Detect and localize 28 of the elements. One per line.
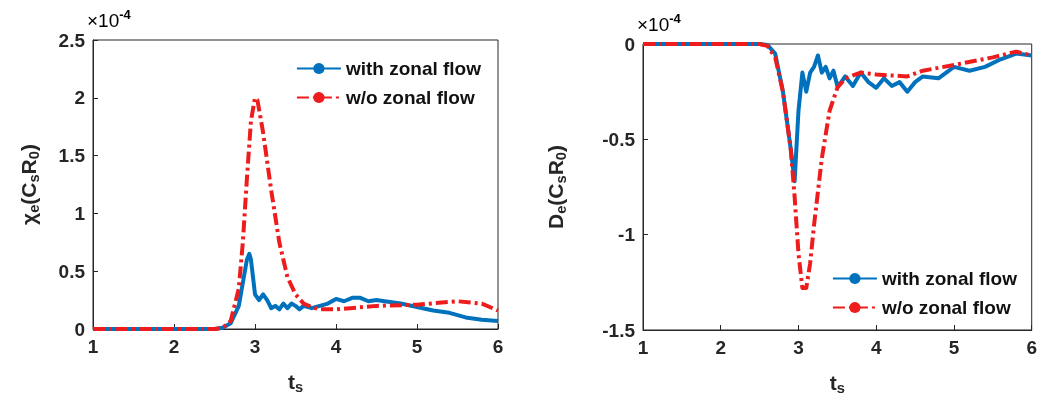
y-tick-label: 1.5: [58, 145, 86, 167]
y-tick-label: 2: [74, 87, 85, 109]
y-tick-label: -1: [618, 224, 636, 246]
x-tick-label: 1: [637, 337, 649, 358]
y-tick-label: 1: [74, 202, 86, 224]
y-tick-label: 0: [624, 33, 635, 55]
x-tick-label: 1: [87, 336, 99, 357]
legend-label: w/o zonal flow: [344, 87, 475, 108]
x-tick-label: 2: [168, 336, 180, 357]
x-tick-label: 2: [715, 337, 727, 358]
y-tick-label: -0.5: [602, 128, 636, 150]
x-tick-label: 5: [948, 337, 960, 358]
y-axis-title: De(CsR0): [543, 145, 569, 229]
y-tick-label: 0.5: [58, 260, 86, 282]
x-tick-label: 3: [793, 337, 804, 358]
legend-label: with zonal flow: [880, 268, 1018, 289]
y-tick-label: 0: [74, 318, 85, 340]
y-axis-title: χe(CsR0): [16, 144, 42, 225]
x-tick-label: 4: [330, 336, 342, 357]
y-tick-label: -1.5: [602, 319, 636, 341]
x-tick-label: 4: [870, 337, 882, 358]
y-tick-label: 2.5: [58, 29, 86, 51]
legend-label: with zonal flow: [344, 58, 482, 79]
x-tick-label: 6: [1026, 337, 1038, 358]
x-tick-label: 3: [249, 336, 261, 357]
x-tick-label: 6: [492, 336, 504, 357]
legend-label: w/o zonal flow: [880, 297, 1011, 318]
x-tick-label: 5: [411, 336, 423, 357]
